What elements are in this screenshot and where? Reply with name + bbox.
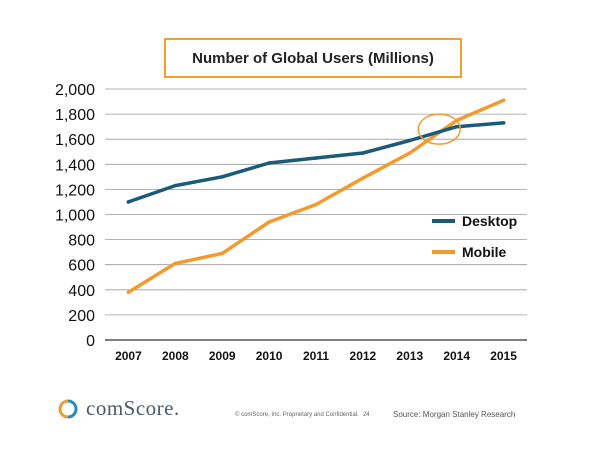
data-point-desktop — [126, 200, 131, 204]
confidential-note: © comScore, Inc. Proprietary and Confide… — [235, 412, 359, 418]
data-point-mobile — [314, 202, 318, 207]
y-tick-label: 800 — [68, 233, 95, 250]
data-point-desktop — [407, 138, 412, 143]
source-note: Source: Morgan Stanley Research — [393, 410, 516, 419]
data-point-mobile — [267, 220, 271, 224]
data-point-mobile — [126, 290, 131, 295]
data-point-desktop — [501, 121, 506, 125]
data-point-desktop — [267, 161, 271, 165]
data-point-mobile — [361, 176, 365, 180]
y-tick-label: 0 — [86, 333, 95, 350]
x-tick-label: 2015 — [490, 349, 517, 363]
data-point-mobile — [407, 151, 412, 155]
data-point-desktop — [454, 124, 459, 129]
legend-label-mobile: Mobile — [462, 244, 507, 260]
x-tick-label: 2014 — [443, 349, 470, 363]
crossover-annotation-circle — [417, 113, 461, 145]
page-number: 24 — [363, 412, 370, 418]
y-tick-label: 1,000 — [55, 208, 95, 225]
data-point-desktop — [314, 156, 318, 160]
x-tick-label: 2010 — [256, 349, 283, 363]
x-tick-label: 2013 — [396, 349, 423, 363]
comscore-logo-icon — [58, 399, 78, 418]
data-point-desktop — [173, 183, 178, 188]
y-tick-label: 600 — [68, 258, 95, 275]
brand-name: comScore. — [86, 396, 180, 420]
series-line-desktop — [126, 121, 506, 204]
y-tick-label: 1,600 — [55, 132, 95, 149]
y-tick-label: 1,200 — [55, 182, 95, 199]
y-tick-label: 1,800 — [55, 107, 95, 124]
y-tick-label: 2,000 — [55, 82, 95, 99]
x-tick-label: 2008 — [162, 349, 189, 363]
x-tick-label: 2011 — [303, 349, 329, 363]
y-tick-label: 400 — [68, 283, 95, 300]
data-point-mobile — [220, 251, 225, 256]
y-tick-label: 200 — [68, 308, 95, 325]
x-tick-label: 2007 — [115, 349, 142, 363]
data-point-mobile — [501, 98, 506, 103]
x-tick-label: 2012 — [350, 349, 377, 363]
legend-label-desktop: Desktop — [462, 213, 517, 229]
comscore-logo: comScore. — [58, 396, 180, 421]
data-point-mobile — [173, 261, 178, 266]
x-tick-label: 2009 — [209, 349, 236, 363]
data-point-desktop — [361, 151, 365, 155]
data-point-desktop — [220, 175, 225, 179]
chart-title: Number of Global Users (Millions) — [164, 38, 462, 78]
y-tick-label: 1,400 — [55, 157, 95, 174]
